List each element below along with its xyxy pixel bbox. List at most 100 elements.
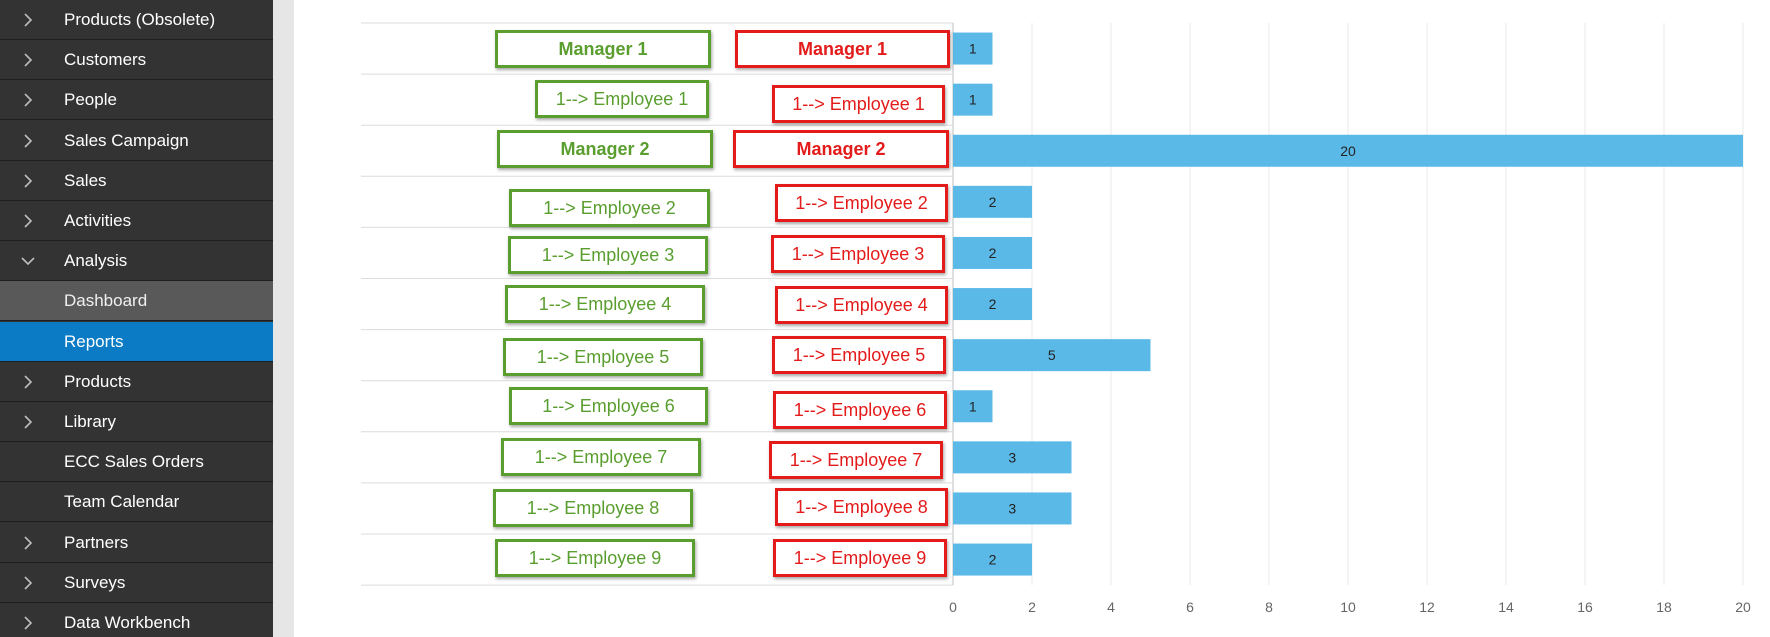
sidebar-item-analysis[interactable]: Analysis [0,241,273,282]
chevron-right-icon [20,563,36,603]
green-annotation-label: 1--> Employee 5 [503,338,703,376]
red-annotation-label: 1--> Employee 3 [771,235,945,273]
x-tick-label: 16 [1577,599,1593,615]
chevron-right-icon [20,362,36,402]
chevron-right-icon [20,603,36,637]
bar [953,32,993,65]
green-annotation-label: 1--> Employee 4 [505,285,705,323]
sidebar-item-label: Team Calendar [64,492,180,512]
sidebar-item-partners[interactable]: Partners [0,523,273,563]
x-tick-label: 6 [1186,599,1194,615]
sidebar-nav: Products (Obsolete) Customers People Sales … [0,0,273,637]
x-tick-label: 8 [1265,599,1273,615]
x-tick-label: 12 [1419,599,1435,615]
bar [953,441,1072,474]
sidebar-item-label: Sales Campaign [64,130,189,150]
sidebar-item-data-workbench[interactable]: Data Workbench [0,603,273,637]
green-annotation-label: 1--> Employee 7 [501,438,701,476]
data-label: 2 [989,552,997,568]
green-annotation-label: 1--> Employee 1 [535,80,709,118]
x-tick-label: 2 [1028,599,1036,615]
sidebar-item-surveys[interactable]: Surveys [0,563,273,603]
sidebar-item-label: Partners [64,532,129,552]
data-label: 3 [1008,449,1016,465]
bar [953,236,1032,269]
sidebar-item-label: Analysis [64,251,128,271]
green-annotation-label: 1--> Employee 8 [493,489,693,527]
chevron-right-icon [20,121,36,161]
sidebar-item-label: Dashboard [64,291,148,311]
red-annotation-label: Manager 1 [735,30,950,68]
bar [953,339,1151,372]
x-tick-label: 18 [1656,599,1672,615]
sidebar-item-label: Library [64,412,116,431]
x-tick-label: 14 [1498,599,1514,615]
sidebar-item-label: Products [64,371,132,391]
bar [953,543,1032,576]
red-annotation-label: 1--> Employee 9 [773,539,947,577]
sidebar-item-label: Reports [64,331,124,351]
data-label: 3 [1008,500,1016,516]
sidebar-item-sales-campaign[interactable]: Sales Campaign [0,121,273,161]
sidebar-item-products-obsolete[interactable]: Products (Obsolete) [0,0,273,40]
sidebar-item-team-calendar[interactable]: Team Calendar [0,482,273,523]
sidebar-item-label: People [64,90,117,110]
x-tick-label: 4 [1107,599,1115,615]
bar [953,134,1743,167]
sidebar-item-sales[interactable]: Sales [0,161,273,201]
chevron-right-icon [20,161,36,201]
red-annotation-label: 1--> Employee 4 [775,286,948,324]
sidebar-item-label: Activities [64,211,132,230]
sidebar-item-label: Data Workbench [64,613,191,632]
chevron-right-icon [20,80,36,120]
data-label: 20 [1340,143,1356,159]
red-annotation-label: 1--> Employee 5 [772,336,946,374]
sidebar-item-library[interactable]: Library [0,402,273,442]
red-annotation-label: 1--> Employee 8 [775,488,948,526]
green-annotation-label: 1--> Employee 9 [495,539,695,577]
data-label: 2 [989,245,997,261]
data-label: 2 [989,194,997,210]
bar [953,492,1072,525]
data-label: 2 [989,296,997,312]
chevron-down-icon [20,241,36,281]
data-label: 1 [969,92,977,108]
sidebar-item-ecc-sales-orders[interactable]: ECC Sales Orders [0,442,273,483]
bar [953,83,993,116]
chevron-right-icon [20,402,36,442]
chevron-right-icon [20,40,36,80]
red-annotation-label: 1--> Employee 7 [769,441,943,479]
chevron-right-icon [20,523,36,563]
sidebar-item-activities[interactable]: Activities [0,201,273,241]
data-label: 1 [969,398,977,414]
red-annotation-label: 1--> Employee 1 [772,85,945,123]
bar [953,185,1032,218]
sidebar-item-dashboard[interactable]: Dashboard [0,281,273,322]
sidebar-item-products[interactable]: Products [0,362,273,402]
green-annotation-label: 1--> Employee 2 [509,189,710,227]
sidebar-item-label: Products (Obsolete) [64,10,216,29]
sidebar-item-label: Surveys [64,572,126,592]
sidebar-gutter [273,0,294,637]
bar [953,288,1032,321]
bar [953,390,993,423]
green-annotation-label: Manager 1 [495,30,711,68]
x-tick-label: 0 [949,599,957,615]
x-tick-label: 10 [1340,599,1356,615]
sidebar-item-reports[interactable]: Reports [0,321,273,362]
red-annotation-label: 1--> Employee 2 [775,184,948,222]
red-annotation-label: 1--> Employee 6 [773,391,947,429]
green-annotation-label: 1--> Employee 3 [508,236,708,274]
sidebar-item-label: ECC Sales Orders [64,452,204,472]
data-label: 1 [969,41,977,57]
chevron-right-icon [20,201,36,241]
sidebar-item-customers[interactable]: Customers [0,40,273,81]
green-annotation-label: Manager 2 [497,130,713,168]
green-annotation-label: 1--> Employee 6 [509,387,708,425]
chevron-right-icon [20,0,36,40]
sidebar-item-label: Customers [64,50,147,70]
red-annotation-label: Manager 2 [733,130,949,168]
sidebar-item-label: Sales [64,170,107,190]
sidebar-item-people[interactable]: People [0,80,273,121]
